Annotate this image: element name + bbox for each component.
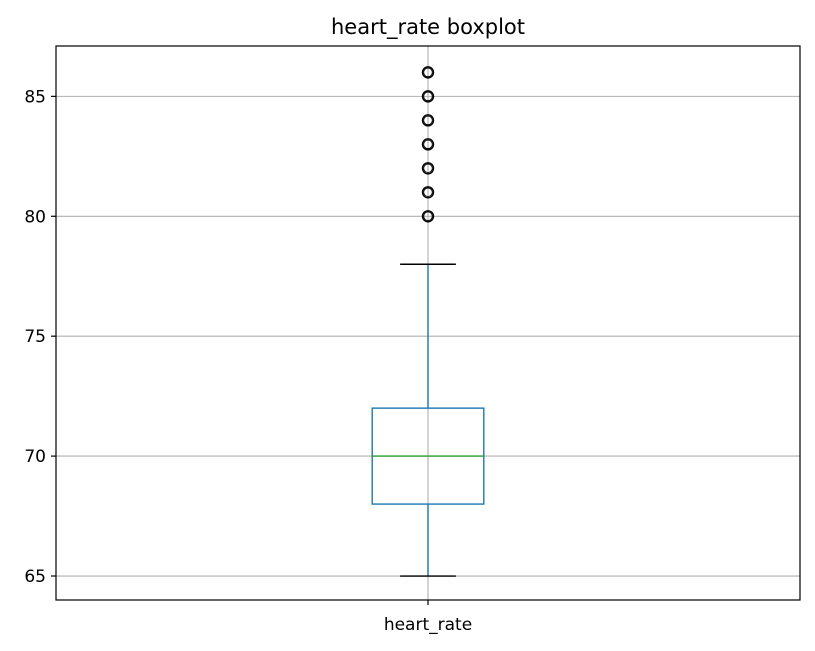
outlier-point xyxy=(421,66,435,79)
outlier-point-overlap xyxy=(423,211,433,222)
outlier-point-overlap xyxy=(423,91,433,102)
plot-layer xyxy=(371,66,485,577)
y-tick-label: 80 xyxy=(24,207,46,227)
outlier-point-overlap xyxy=(423,163,433,174)
outlier-point xyxy=(421,210,435,223)
y-tick-label: 70 xyxy=(24,447,46,467)
tick-layer: 65 70 75 80 85 heart_rate xyxy=(24,87,472,635)
outlier-point-overlap xyxy=(423,115,433,126)
chart-title: heart_rate boxplot xyxy=(331,15,525,40)
outlier-point-overlap xyxy=(423,139,433,150)
outlier-point xyxy=(421,186,435,199)
outlier-point xyxy=(421,90,435,103)
y-tick-label: 65 xyxy=(24,567,46,587)
box-group xyxy=(371,66,485,577)
outlier-point xyxy=(421,162,435,175)
outlier-point-overlap xyxy=(423,187,433,198)
y-tick-label: 85 xyxy=(24,87,46,107)
outlier-point xyxy=(421,138,435,151)
x-tick-label: heart_rate xyxy=(384,615,472,635)
y-tick-label: 75 xyxy=(24,327,46,347)
outlier-point xyxy=(421,114,435,127)
outlier-point-overlap xyxy=(423,67,433,78)
